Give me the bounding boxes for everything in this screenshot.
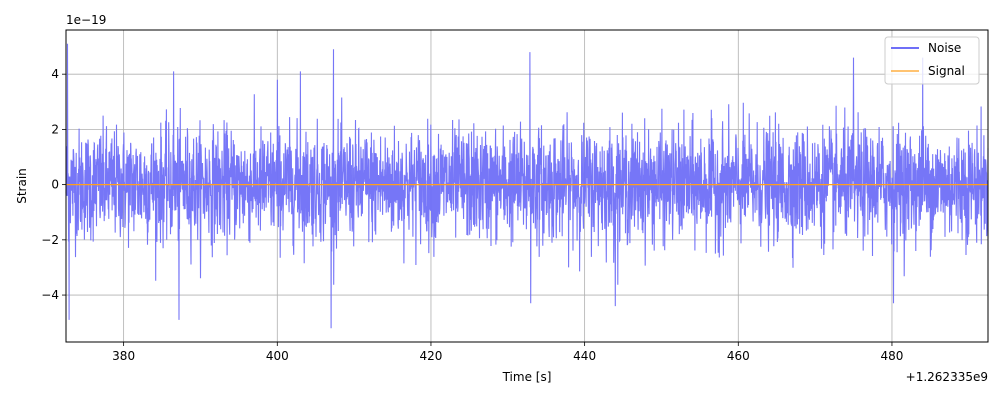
x-tick-label: 380 — [112, 349, 135, 363]
legend-signal-label: Signal — [928, 64, 965, 78]
x-tick-label: 400 — [266, 349, 289, 363]
x-axis-label: Time [s] — [502, 370, 552, 384]
legend-noise-label: Noise — [928, 41, 961, 55]
x-tick-label: 460 — [727, 349, 750, 363]
y-tick-label: 2 — [51, 122, 59, 136]
x-tick-label: 420 — [420, 349, 443, 363]
y-tick-label: −2 — [41, 233, 59, 247]
y-tick-label: −4 — [41, 288, 59, 302]
y-axis-label: Strain — [15, 168, 29, 204]
y-scale-label: 1e−19 — [66, 13, 106, 27]
x-offset-label: +1.262335e9 — [906, 370, 988, 384]
legend: Noise Signal — [884, 36, 980, 85]
y-tick-label: 4 — [51, 67, 59, 81]
x-tick-label: 480 — [881, 349, 904, 363]
series-layer — [65, 43, 989, 329]
plot-frame — [65, 29, 989, 343]
y-tick-label: 0 — [51, 178, 59, 192]
ticks: 380 400 420 440 460 480 −4 −2 0 2 4 — [41, 67, 903, 363]
noise-series-line — [65, 43, 989, 329]
x-tick-label: 440 — [573, 349, 596, 363]
